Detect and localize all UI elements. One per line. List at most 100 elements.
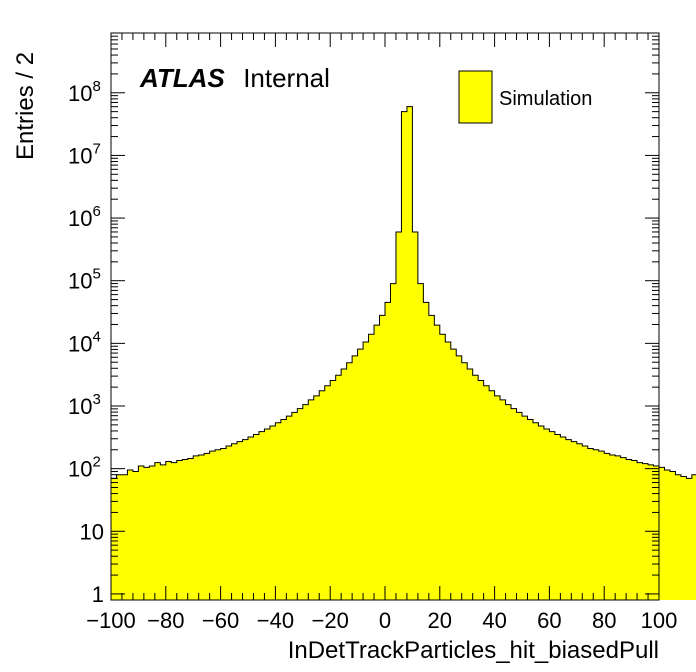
histogram-bin — [368, 334, 375, 600]
histogram-bin — [242, 439, 249, 600]
histogram-bin — [143, 467, 150, 600]
histogram-bin — [505, 404, 512, 600]
histogram-bin — [522, 416, 528, 600]
histogram-bin — [669, 471, 676, 600]
histogram-bin — [198, 455, 205, 600]
histogram-bin — [187, 458, 194, 600]
histogram-bin — [615, 455, 622, 600]
histogram-bin — [680, 476, 687, 600]
histogram-bin — [565, 439, 572, 600]
histogram-bin — [374, 325, 380, 600]
histogram-bin — [472, 375, 479, 600]
histogram-bin — [231, 443, 238, 600]
histogram-bin — [237, 441, 243, 600]
histogram-bin — [434, 325, 441, 600]
histogram-bin — [264, 428, 271, 600]
histogram-bin — [379, 315, 386, 600]
histogram-bin — [549, 431, 556, 600]
histogram-bin — [609, 455, 616, 600]
histogram-bin — [642, 463, 649, 600]
y-tick-label: 103 — [68, 391, 101, 419]
histogram-bin — [253, 434, 260, 600]
histogram-bin — [604, 453, 611, 600]
histogram-bin — [571, 441, 578, 600]
histogram-bin — [346, 362, 353, 600]
histogram-bin — [132, 471, 139, 600]
histogram-bin — [330, 380, 337, 600]
histogram-bin — [538, 425, 545, 600]
y-tick-label: 105 — [68, 266, 101, 294]
x-axis-title: InDetTrackParticles_hit_biasedPull — [288, 637, 659, 664]
histogram-bin — [286, 416, 293, 600]
histogram-bars — [110, 106, 696, 600]
histogram-bin — [182, 459, 189, 600]
histogram-bin — [269, 425, 276, 600]
plot-frame — [110, 32, 660, 601]
histogram-bin — [648, 464, 654, 600]
histogram-bin — [417, 283, 424, 600]
x-tick-label: −60 — [202, 608, 239, 633]
x-tick-label: 100 — [641, 608, 678, 633]
y-tick-label: 10 — [80, 519, 104, 544]
histogram-bin — [664, 470, 671, 600]
histogram-bin — [412, 231, 419, 600]
histogram-bin — [620, 457, 627, 600]
histogram-bin — [500, 399, 506, 600]
y-tick-labels: 1 10 102 103 104 105 106 107 108 — [68, 78, 104, 607]
histogram-bin — [302, 404, 309, 600]
histogram-bin — [385, 302, 391, 600]
histogram-bin — [653, 466, 660, 600]
histogram-bin — [686, 478, 693, 600]
histogram-bin — [220, 448, 227, 600]
x-tick-label: 20 — [428, 608, 452, 633]
histogram-bin — [456, 355, 463, 600]
histogram-bin — [691, 474, 696, 600]
histogram-bin — [483, 385, 490, 600]
histogram-bin — [543, 428, 550, 600]
histogram-bin — [439, 334, 446, 600]
histogram-bin — [511, 408, 517, 600]
histogram-bin — [165, 461, 172, 600]
x-tick-label: −80 — [147, 608, 184, 633]
histogram-bin — [598, 451, 605, 600]
histogram-bin — [193, 455, 200, 600]
histogram-bin — [582, 445, 589, 600]
histogram-bin — [631, 460, 638, 600]
histogram-bin — [390, 283, 397, 600]
histogram-bin — [297, 408, 304, 600]
histogram-bin — [149, 466, 156, 600]
y-tick-label: 106 — [68, 203, 101, 231]
histogram-bin — [406, 106, 413, 600]
histogram-bin — [111, 478, 117, 600]
histogram-bin — [204, 453, 211, 600]
histogram-bin — [445, 342, 452, 600]
y-tick-label: 1 — [92, 582, 104, 607]
histogram-bin — [116, 474, 123, 600]
legend: Simulation — [458, 70, 592, 124]
y-axis-title: Entries / 2 — [12, 52, 39, 160]
histogram-bin — [280, 419, 287, 600]
x-tick-label: 60 — [537, 608, 561, 633]
histogram-bin — [176, 460, 183, 600]
y-tick-label: 108 — [68, 78, 101, 106]
histogram-bin — [626, 459, 632, 600]
histogram-bin — [587, 448, 594, 600]
atlas-internal-text: Internal — [243, 63, 330, 93]
histogram-bin — [209, 451, 216, 600]
x-tick-labels: −100 −80 −60 −40 −20 0 20 40 60 80 100 — [86, 608, 677, 633]
histogram-bin — [637, 462, 643, 600]
histogram-bin — [341, 368, 348, 600]
histogram-bin — [335, 375, 342, 600]
histogram-bin — [494, 395, 501, 600]
histogram-bin — [308, 399, 315, 600]
histogram-bin — [395, 231, 402, 600]
histogram-bin — [401, 111, 408, 600]
histogram-bin — [516, 412, 523, 600]
histogram-bin — [226, 445, 232, 600]
x-tick-label: −20 — [312, 608, 349, 633]
histogram-bin — [428, 315, 435, 600]
x-tick-label: 80 — [592, 608, 616, 633]
x-tick-label: 40 — [482, 608, 506, 633]
histogram-bin — [215, 449, 221, 600]
